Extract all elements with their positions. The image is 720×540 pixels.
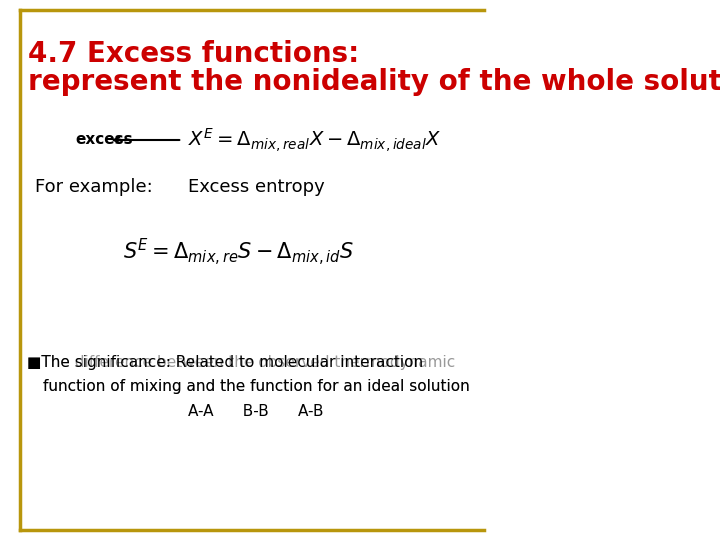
Text: represent the nonideality of the whole solution: represent the nonideality of the whole s… (28, 68, 720, 96)
Text: $X^{E} = \Delta_{mix,real}X - \Delta_{mix,ideal}X$: $X^{E} = \Delta_{mix,real}X - \Delta_{mi… (188, 126, 441, 154)
Text: function of mixing and the function for an ideal solution: function of mixing and the function for … (43, 380, 470, 395)
Text: $S^{E} = \Delta_{mix,re}S - \Delta_{mix,id}S$: $S^{E} = \Delta_{mix,re}S - \Delta_{mix,… (122, 237, 354, 268)
Text: 4.7 Excess functions:: 4.7 Excess functions: (28, 40, 359, 68)
Text: Excess entropy: Excess entropy (188, 178, 325, 196)
Text: A-A      B-B      A-B: A-A B-B A-B (188, 404, 323, 420)
Text: function of mixing and the function for an ideal solution: function of mixing and the function for … (43, 380, 470, 395)
Text: ■The significance: Related to molecular interaction: ■The significance: Related to molecular … (27, 354, 423, 369)
Text: ■The difference between the observed thermodynamic: ■The difference between the observed the… (27, 354, 455, 369)
Text: excess: excess (76, 132, 133, 147)
Text: For example:: For example: (35, 178, 153, 196)
